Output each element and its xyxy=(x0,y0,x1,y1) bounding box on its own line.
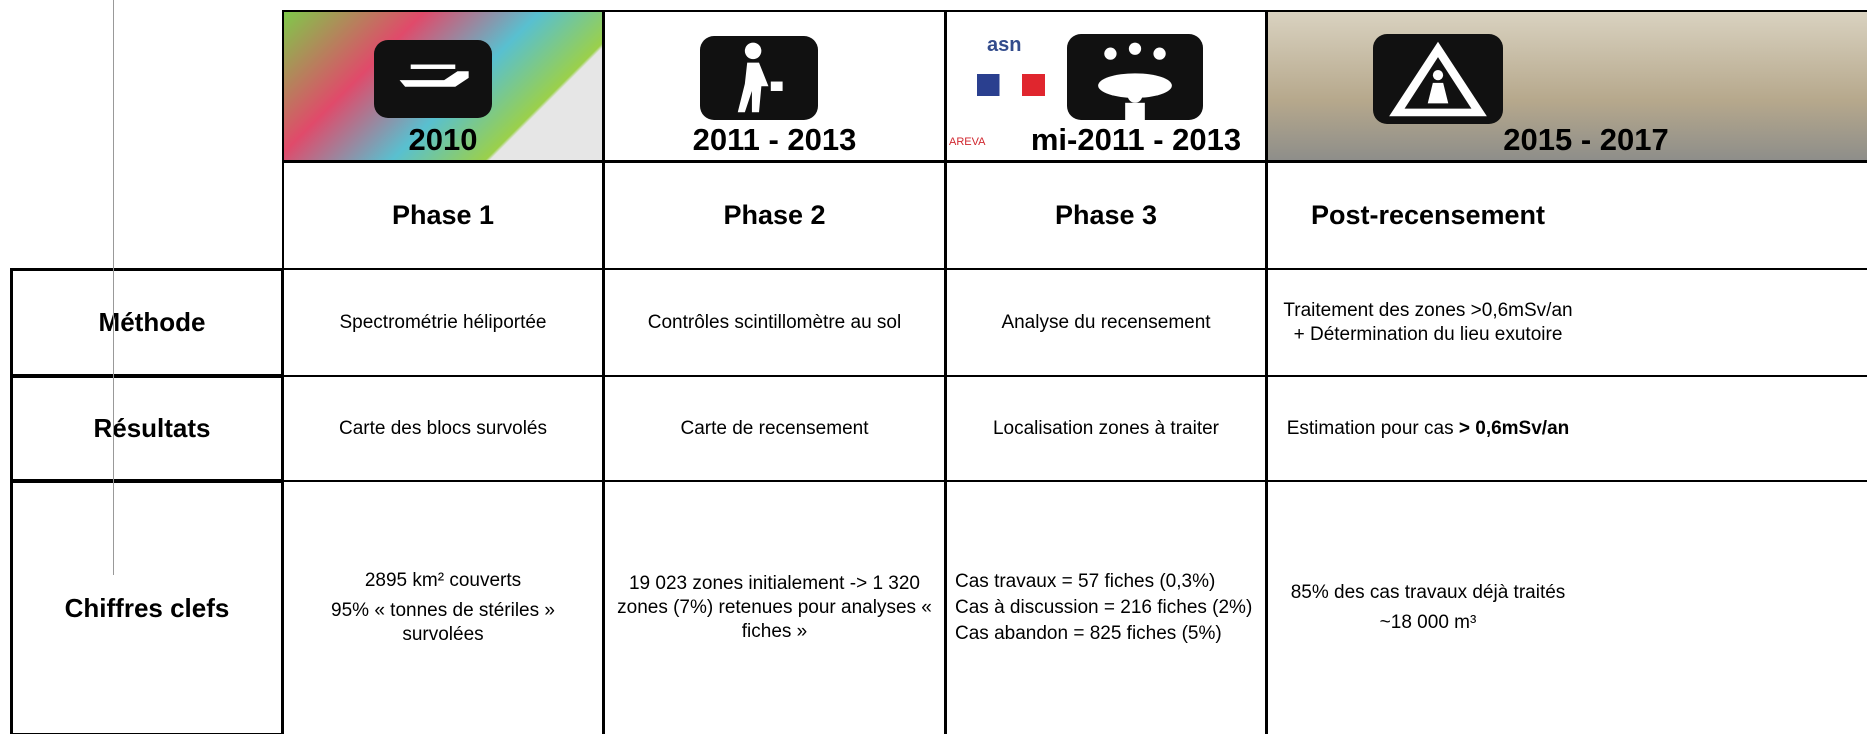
table-cell: Analyse du recensement xyxy=(945,268,1267,377)
table-cell: Carte des blocs survolés xyxy=(282,375,604,482)
phase-title: Phase 3 xyxy=(1054,200,1158,230)
period: mi-2011 - 2013 xyxy=(1030,122,1242,157)
period: 2011 - 2013 xyxy=(692,122,857,157)
cell-text: Cas à discussion = 216 fiches (2%) xyxy=(955,597,1253,619)
table-cell: 2895 km² couverts 95% « tonnes de stérile… xyxy=(282,480,604,734)
header-image: 2015 - 2017 xyxy=(1266,10,1867,162)
table-cell: 19 023 zones initialement -> 1 320 zones… xyxy=(603,480,946,734)
cell-text: Carte des blocs survolés xyxy=(338,417,548,439)
phase-title: Phase 2 xyxy=(723,200,826,230)
icon xyxy=(1067,34,1203,120)
pictogram xyxy=(399,64,469,87)
header-image: asn AREVA mi-2011 - 2013 xyxy=(945,10,1267,162)
phase-cell: Phase 2 xyxy=(603,160,946,270)
cell-text: Estimation pour cas > 0,6mSv/an xyxy=(1276,417,1580,441)
cell-content: Estimation pour cas > 0,6mSv/an xyxy=(1268,411,1588,447)
cell-content: 19 023 zones initialement -> 1 320 zones… xyxy=(605,566,944,649)
cell-content: Cas travaux = 57 fiches (0,3%) Cas à disc… xyxy=(947,568,1265,647)
header-image: 2011 - 2013 xyxy=(603,10,946,162)
phase-cell: Phase 3 xyxy=(945,160,1267,270)
cell-content: Carte des blocs survolés xyxy=(284,411,602,447)
guide-line xyxy=(113,0,114,575)
cell-text: ~18 000 m³ xyxy=(1379,612,1477,633)
cell-content: 85% des cas travaux déjà traités ~18 000 … xyxy=(1268,575,1588,641)
cell-text-strong: > 0,6mSv/an xyxy=(1458,417,1570,439)
phase-cell: Post-recensement xyxy=(1266,160,1867,270)
row-label: Méthode xyxy=(10,268,284,377)
header-image: 2010 xyxy=(282,10,604,162)
cell-text: 95% « tonnes de stériles » survolées xyxy=(331,600,555,645)
phase-title: Phase 1 xyxy=(391,200,495,230)
table-cell: Localisation zones à traiter xyxy=(945,375,1267,482)
phase-cell: Phase 1 xyxy=(282,160,604,270)
row-label-text: Chiffres clefs xyxy=(64,592,230,623)
phase-title: Post-recensement xyxy=(1310,200,1546,230)
cell-content: Spectrométrie héliportée xyxy=(284,305,602,341)
row-label-text: Méthode xyxy=(98,307,206,337)
cell-content: Localisation zones à traiter xyxy=(947,411,1265,447)
cell-text: Localisation zones à traiter xyxy=(992,417,1219,439)
period: 2015 - 2017 xyxy=(1503,122,1669,157)
cell-text: Analyse du recensement xyxy=(1001,311,1211,333)
cell-content: Traitement des zones >0,6mSv/an + Déterm… xyxy=(1268,293,1588,353)
cell-text: Spectrométrie héliportée xyxy=(339,311,547,333)
flag xyxy=(977,74,1045,96)
table-cell: Spectrométrie héliportée xyxy=(282,268,604,377)
icon xyxy=(700,36,818,120)
cell-text: Carte de recensement xyxy=(680,417,869,439)
table-cell: Estimation pour cas > 0,6mSv/an xyxy=(1266,375,1867,482)
cell-content: Analyse du recensement xyxy=(947,305,1265,341)
cell-text: Traitement des zones >0,6mSv/an + Déterm… xyxy=(1283,299,1573,345)
pictogram xyxy=(1389,41,1487,117)
pictogram xyxy=(1098,42,1172,120)
cell-text-part: Estimation pour cas xyxy=(1286,417,1454,439)
table-cell: Contrôles scintillomètre au sol xyxy=(603,268,946,377)
row-label: Résultats xyxy=(10,375,284,482)
cell-content: Carte de recensement xyxy=(605,411,944,447)
cell-content: 2895 km² couverts 95% « tonnes de stérile… xyxy=(284,563,602,652)
table-cell: Cas travaux = 57 fiches (0,3%) Cas à disc… xyxy=(945,480,1267,734)
table-cell: Carte de recensement xyxy=(603,375,946,482)
row-label-text: Résultats xyxy=(93,413,211,443)
logo-areva: AREVA xyxy=(949,136,986,148)
cell-text: Cas travaux = 57 fiches (0,3%) xyxy=(955,571,1216,593)
pictogram xyxy=(737,42,783,113)
icon xyxy=(1373,34,1503,124)
period: 2010 xyxy=(408,122,478,157)
logo-asn: asn xyxy=(987,34,1022,56)
row-label: Chiffres clefs xyxy=(10,480,284,734)
cell-text: 85% des cas travaux déjà traités xyxy=(1290,582,1566,604)
table-cell: Traitement des zones >0,6mSv/an + Déterm… xyxy=(1266,268,1867,377)
table-cell: 85% des cas travaux déjà traités ~18 000 … xyxy=(1266,480,1867,734)
cell-text: 2895 km² couverts xyxy=(364,570,522,592)
icon xyxy=(374,40,492,118)
cell-text: Cas abandon = 825 fiches (5%) xyxy=(955,622,1222,644)
cell-content: Contrôles scintillomètre au sol xyxy=(605,305,944,341)
cell-text: 19 023 zones initialement -> 1 320 zones… xyxy=(617,573,932,642)
cell-text: Contrôles scintillomètre au sol xyxy=(647,311,902,333)
